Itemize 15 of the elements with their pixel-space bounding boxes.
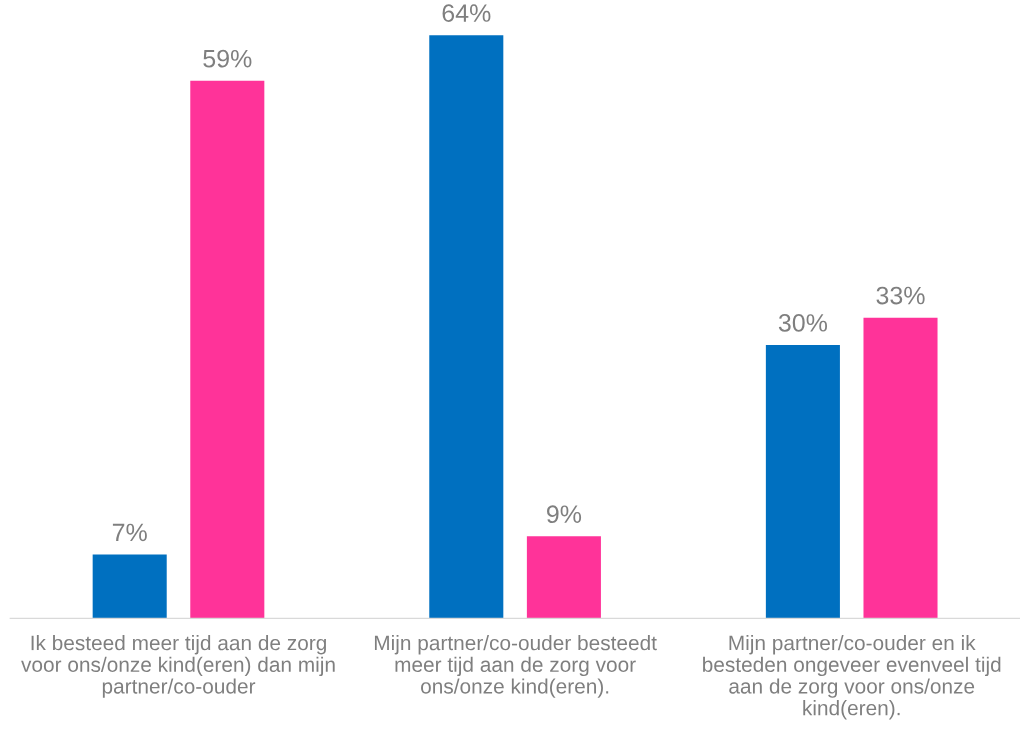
bar	[190, 80, 265, 619]
data-label: 64%	[442, 4, 491, 22]
bar	[92, 554, 167, 619]
bar	[429, 35, 504, 619]
x-tick-label: Mijn partner/co-ouder en ik besteden ongeveer evenveel tijd aan de zorg voor ons/onze kind(eren).	[703, 635, 1001, 720]
data-label: 59%	[203, 49, 252, 68]
bar	[526, 536, 601, 619]
bar	[863, 317, 938, 619]
data-label: 7%	[112, 523, 147, 542]
x-tick-label: Ik besteed meer tijd aan de zorg voor ons/onze kind(eren) dan mijn partner/co-ouder	[21, 635, 335, 698]
data-label: 30%	[778, 314, 828, 332]
bar	[765, 344, 840, 619]
data-label: 33%	[876, 286, 925, 305]
x-tick-label: Mijn partner/co-ouder besteedt meer tijd aan de zorg voor ons/onze kind(eren).	[374, 635, 657, 698]
data-label: 9%	[547, 505, 582, 524]
